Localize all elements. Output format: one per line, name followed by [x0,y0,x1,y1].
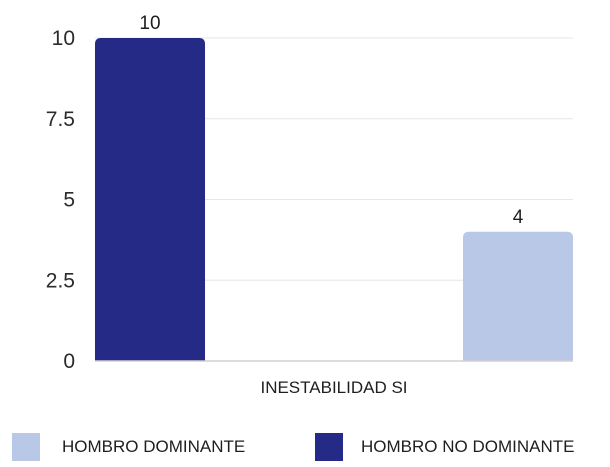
legend-item-hombro-no-dominante: HOMBRO NO DOMINANTE [315,433,574,461]
y-axis: 0 2.5 5 7.5 10 [46,27,75,373]
y-tick-label: 10 [52,27,75,50]
y-tick-label: 2.5 [46,269,75,292]
bar-hombro-no-dominante [95,38,205,361]
legend-swatch-hombro-no-dominante [315,433,343,461]
data-label: 4 [513,207,524,228]
data-label: 10 [139,13,160,34]
y-tick-label: 5 [63,189,75,212]
legend-label-hombro-dominante: HOMBRO DOMINANTE [62,437,246,456]
legend-label-hombro-no-dominante: HOMBRO NO DOMINANTE [361,437,575,456]
bar-hombro-dominante [463,231,573,361]
data-labels: 10 4 [139,13,523,228]
legend-swatch-hombro-dominante [12,433,40,461]
y-tick-label: 7.5 [46,108,75,131]
bars [95,38,573,361]
category-label: INESTABILIDAD SI [260,378,407,397]
bar-chart: 0 2.5 5 7.5 10 10 4 INESTABILIDAD SI [46,13,573,397]
legend-item-hombro-dominante: HOMBRO DOMINANTE [12,433,245,461]
legend: HOMBRO DOMINANTE HOMBRO NO DOMINANTE [0,433,610,467]
y-tick-label: 0 [63,350,75,373]
